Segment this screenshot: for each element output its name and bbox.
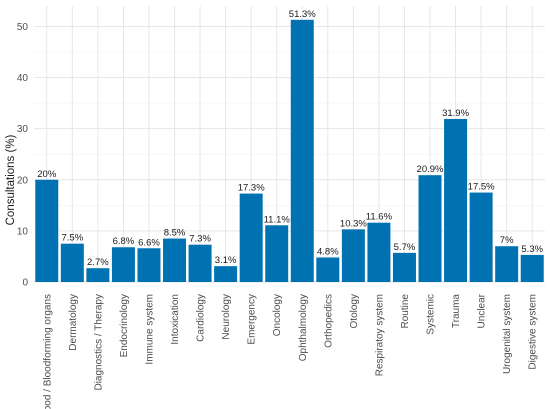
x-tick-label: Intoxication: [170, 294, 181, 345]
x-tick-labels: Blood / Bloodforming organs Dermatology Di…: [42, 293, 538, 409]
bar-value-label: 20.9%: [417, 164, 444, 175]
x-tick-label: Endocrinology: [119, 294, 130, 357]
bar: [214, 266, 238, 282]
bar-value-label: 7%: [500, 235, 514, 246]
y-tick-label: 30: [17, 124, 29, 135]
y-tick-label: 40: [17, 73, 29, 84]
bar: [418, 175, 442, 282]
bar: [239, 193, 263, 282]
y-tick-labels: 0 10 20 30 40 50: [17, 22, 29, 289]
y-tick-label: 0: [22, 278, 28, 289]
x-tick-label: Otology: [349, 294, 360, 328]
bar-value-label: 6.8%: [113, 236, 135, 247]
bar-value-label: 4.8%: [317, 246, 339, 257]
bar: [392, 252, 416, 282]
bar: [163, 238, 187, 282]
bar-value-label: 3.1%: [215, 255, 237, 266]
x-tick-label: Digestive system: [528, 294, 539, 370]
x-tick-label: Diagnostics / Therapy: [93, 294, 104, 391]
bar: [495, 246, 519, 282]
bar-value-label: 6.6%: [138, 237, 160, 248]
x-tick-label: Neurology: [221, 294, 232, 340]
bar-value-label: 2.7%: [87, 257, 109, 268]
bar-value-label: 5.3%: [521, 244, 543, 255]
grid-lines: [34, 6, 545, 283]
x-tick-label: Cardiology: [196, 294, 207, 342]
bar-value-label: 5.7%: [394, 242, 416, 253]
bars: 20% 7.5% 2.7% 6.8% 6.6% 8.5%7.3% 3.1% 17.3% 11.1…: [35, 9, 544, 283]
bar: [444, 118, 468, 282]
bar-value-label: 17.3%: [238, 183, 265, 194]
x-tick-label: Blood / Bloodforming organs: [42, 294, 53, 409]
bar-value-label: 17.5%: [468, 182, 495, 193]
x-tick-label: Systemic: [426, 294, 437, 335]
x-tick-label: Orthopedics: [323, 294, 334, 348]
bar: [316, 257, 340, 282]
bar: [86, 268, 110, 282]
x-tick-label: Unclear: [477, 293, 488, 328]
bar: [469, 192, 493, 282]
bar-value-label: 8.5%: [164, 228, 186, 239]
bar: [265, 225, 289, 282]
bar: [137, 248, 161, 282]
x-tick-label: Respiratoy system: [374, 294, 385, 376]
bar: [341, 229, 365, 282]
bar: [35, 179, 59, 282]
x-tick-label: Routine: [400, 294, 411, 329]
bar-value-label: 20%: [37, 169, 57, 180]
bar-value-label: 11.1%: [264, 214, 291, 225]
bar-value-label: 11.6%: [366, 212, 393, 223]
bar: [188, 244, 212, 282]
bar: [367, 222, 391, 282]
y-tick-label: 20: [17, 175, 29, 186]
y-axis-title: Consultations (%): [5, 134, 17, 225]
x-tick-label: Immune system: [144, 294, 155, 365]
bar-value-label: 10.3%: [340, 218, 367, 229]
x-tick-label: Emergency: [247, 294, 258, 345]
bar-value-label: 51.3%: [289, 9, 316, 20]
x-tick-label: Oncology: [272, 294, 283, 336]
y-tick-label: 10: [17, 226, 29, 237]
bar-value-label: 7.5%: [61, 233, 83, 244]
bar: [290, 19, 314, 283]
bar-value-label: 31.9%: [442, 108, 469, 119]
x-tick-label: Ophthalmology: [298, 294, 309, 361]
y-tick-label: 50: [17, 22, 29, 33]
bar: [520, 254, 544, 282]
bar: [60, 243, 84, 282]
bar-value-label: 7.3%: [189, 234, 211, 245]
x-tick-label: Trauma: [451, 294, 462, 329]
x-tick-label: Dermatology: [68, 294, 79, 351]
bar: [111, 247, 135, 282]
x-tick-label: Urogenital system: [502, 294, 513, 374]
